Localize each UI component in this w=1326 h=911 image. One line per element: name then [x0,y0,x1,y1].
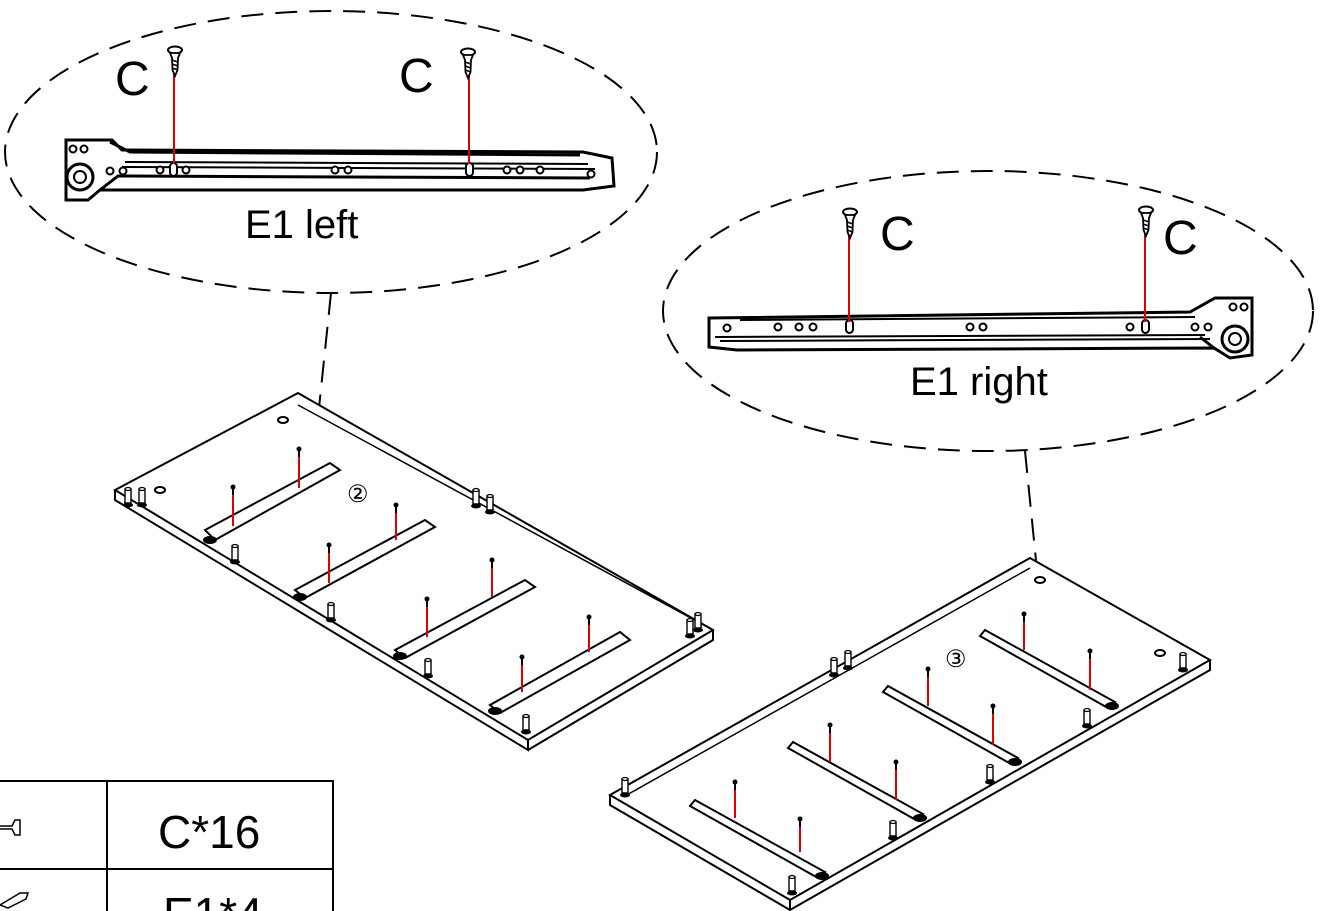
screw-icon [0,819,21,836]
screw-label: C [880,208,915,261]
step-number-2: ② [347,481,369,508]
screw-label: C [1163,212,1198,265]
drawer-rail-icon [0,892,30,909]
screw-icon [460,47,476,79]
screw-icon [167,45,183,77]
panel-3: ③ [607,556,1213,911]
parts-table-quantity: E1*4 [163,888,263,911]
callout-right-label: E1 right [910,360,1048,404]
parts-table-quantity: C*16 [158,806,260,858]
step-number-3: ③ [945,646,967,673]
screw-icon [1138,205,1154,237]
callout-right: C C E1 right [662,170,1314,651]
parts-table: C*16 E1*4 [0,780,334,911]
callout-left-label: E1 left [245,203,358,247]
callout-left: C C E1 left [4,10,658,476]
screw-icon [842,207,858,239]
rail-e1-left [64,138,616,202]
screw-label: C [115,53,150,106]
panel-2: ② [112,391,715,752]
rail-e1-right [707,296,1254,360]
screw-label: C [399,50,434,103]
